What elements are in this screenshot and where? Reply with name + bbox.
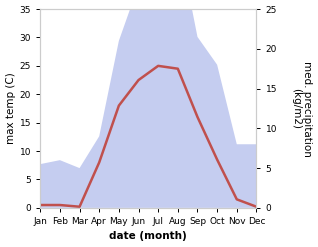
Y-axis label: max temp (C): max temp (C) <box>5 73 16 144</box>
Y-axis label: med. precipitation
(kg/m2): med. precipitation (kg/m2) <box>291 61 313 156</box>
X-axis label: date (month): date (month) <box>109 231 187 242</box>
